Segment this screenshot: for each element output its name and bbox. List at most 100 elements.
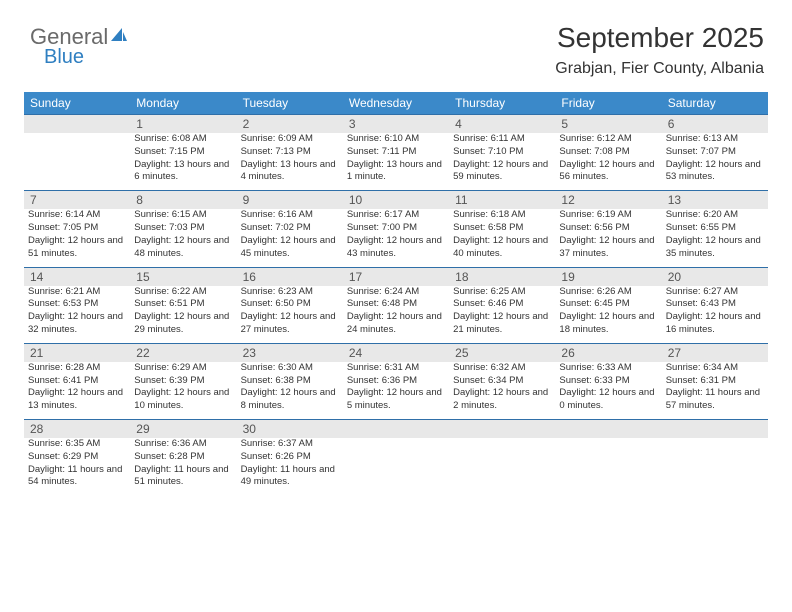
day-cell: Sunrise: 6:12 AMSunset: 7:08 PMDaylight:… [555,133,661,190]
daylight-text: Daylight: 12 hours and 40 minutes. [453,235,551,261]
day-number: 21 [24,344,130,362]
location-text: Grabjan, Fier County, Albania [555,60,764,78]
sunrise-text: Sunrise: 6:14 AM [28,209,126,222]
daylight-text: Daylight: 12 hours and 24 minutes. [347,311,445,337]
day-cell: Sunrise: 6:35 AMSunset: 6:29 PMDaylight:… [24,438,130,495]
day-number: 11 [449,191,555,209]
day-cell: Sunrise: 6:24 AMSunset: 6:48 PMDaylight:… [343,286,449,343]
day-number: 2 [237,115,343,133]
daylight-text: Daylight: 13 hours and 6 minutes. [134,159,232,185]
day-cell: Sunrise: 6:32 AMSunset: 6:34 PMDaylight:… [449,362,555,419]
sunrise-text: Sunrise: 6:09 AM [241,133,339,146]
day-cell [343,438,449,495]
day-cell [662,438,768,495]
day-number [662,420,768,438]
day-cell: Sunrise: 6:27 AMSunset: 6:43 PMDaylight:… [662,286,768,343]
daylight-text: Daylight: 12 hours and 0 minutes. [559,387,657,413]
day-cell: Sunrise: 6:21 AMSunset: 6:53 PMDaylight:… [24,286,130,343]
day-header-mon: Monday [130,92,236,114]
sunrise-text: Sunrise: 6:24 AM [347,286,445,299]
daylight-text: Daylight: 12 hours and 10 minutes. [134,387,232,413]
sunset-text: Sunset: 7:03 PM [134,222,232,235]
day-cell [555,438,661,495]
sunrise-text: Sunrise: 6:17 AM [347,209,445,222]
daylight-text: Daylight: 11 hours and 49 minutes. [241,464,339,490]
daylight-text: Daylight: 12 hours and 35 minutes. [666,235,764,261]
day-number: 28 [24,420,130,438]
sunrise-text: Sunrise: 6:22 AM [134,286,232,299]
sunset-text: Sunset: 6:28 PM [134,451,232,464]
daylight-text: Daylight: 12 hours and 21 minutes. [453,311,551,337]
daylight-text: Daylight: 12 hours and 56 minutes. [559,159,657,185]
daynum-row: 21222324252627 [24,343,768,362]
sunset-text: Sunset: 6:29 PM [28,451,126,464]
sunrise-text: Sunrise: 6:11 AM [453,133,551,146]
sunrise-text: Sunrise: 6:25 AM [453,286,551,299]
sunrise-text: Sunrise: 6:37 AM [241,438,339,451]
day-cell: Sunrise: 6:34 AMSunset: 6:31 PMDaylight:… [662,362,768,419]
day-number: 6 [662,115,768,133]
sunset-text: Sunset: 7:08 PM [559,146,657,159]
daylight-text: Daylight: 12 hours and 5 minutes. [347,387,445,413]
day-header-sun: Sunday [24,92,130,114]
day-number: 26 [555,344,661,362]
sunset-text: Sunset: 6:34 PM [453,375,551,388]
day-cell [24,133,130,190]
day-header-tue: Tuesday [237,92,343,114]
day-header-fri: Friday [555,92,661,114]
day-number: 14 [24,268,130,286]
daynum-row: 14151617181920 [24,267,768,286]
sunset-text: Sunset: 6:33 PM [559,375,657,388]
day-number: 17 [343,268,449,286]
daynum-row: 123456 [24,114,768,133]
day-number: 27 [662,344,768,362]
day-header-row: Sunday Monday Tuesday Wednesday Thursday… [24,92,768,114]
daylight-text: Daylight: 12 hours and 8 minutes. [241,387,339,413]
sunrise-text: Sunrise: 6:27 AM [666,286,764,299]
daylight-text: Daylight: 12 hours and 59 minutes. [453,159,551,185]
sunset-text: Sunset: 6:41 PM [28,375,126,388]
day-cell: Sunrise: 6:08 AMSunset: 7:15 PMDaylight:… [130,133,236,190]
day-cell: Sunrise: 6:10 AMSunset: 7:11 PMDaylight:… [343,133,449,190]
sunrise-text: Sunrise: 6:12 AM [559,133,657,146]
sunrise-text: Sunrise: 6:21 AM [28,286,126,299]
sunset-text: Sunset: 6:26 PM [241,451,339,464]
sunset-text: Sunset: 7:02 PM [241,222,339,235]
day-cell: Sunrise: 6:29 AMSunset: 6:39 PMDaylight:… [130,362,236,419]
sunset-text: Sunset: 6:58 PM [453,222,551,235]
sunset-text: Sunset: 7:07 PM [666,146,764,159]
day-cell: Sunrise: 6:31 AMSunset: 6:36 PMDaylight:… [343,362,449,419]
day-number: 22 [130,344,236,362]
daylight-text: Daylight: 13 hours and 4 minutes. [241,159,339,185]
day-header-wed: Wednesday [343,92,449,114]
week-row: Sunrise: 6:08 AMSunset: 7:15 PMDaylight:… [24,133,768,190]
day-number: 23 [237,344,343,362]
sunrise-text: Sunrise: 6:28 AM [28,362,126,375]
day-cell: Sunrise: 6:28 AMSunset: 6:41 PMDaylight:… [24,362,130,419]
daylight-text: Daylight: 12 hours and 48 minutes. [134,235,232,261]
sunrise-text: Sunrise: 6:15 AM [134,209,232,222]
day-number: 20 [662,268,768,286]
day-cell: Sunrise: 6:25 AMSunset: 6:46 PMDaylight:… [449,286,555,343]
day-number: 12 [555,191,661,209]
sunrise-text: Sunrise: 6:20 AM [666,209,764,222]
day-number [555,420,661,438]
sunrise-text: Sunrise: 6:32 AM [453,362,551,375]
daylight-text: Daylight: 12 hours and 29 minutes. [134,311,232,337]
daynum-row: 282930 [24,419,768,438]
day-cell: Sunrise: 6:22 AMSunset: 6:51 PMDaylight:… [130,286,236,343]
day-cell: Sunrise: 6:37 AMSunset: 6:26 PMDaylight:… [237,438,343,495]
daylight-text: Daylight: 12 hours and 13 minutes. [28,387,126,413]
day-cell: Sunrise: 6:14 AMSunset: 7:05 PMDaylight:… [24,209,130,266]
day-cell: Sunrise: 6:19 AMSunset: 6:56 PMDaylight:… [555,209,661,266]
sunrise-text: Sunrise: 6:19 AM [559,209,657,222]
sunrise-text: Sunrise: 6:08 AM [134,133,232,146]
sunset-text: Sunset: 6:46 PM [453,298,551,311]
sunrise-text: Sunrise: 6:33 AM [559,362,657,375]
sunset-text: Sunset: 6:56 PM [559,222,657,235]
sunset-text: Sunset: 7:10 PM [453,146,551,159]
sunrise-text: Sunrise: 6:23 AM [241,286,339,299]
sunrise-text: Sunrise: 6:26 AM [559,286,657,299]
day-cell: Sunrise: 6:16 AMSunset: 7:02 PMDaylight:… [237,209,343,266]
day-number: 30 [237,420,343,438]
